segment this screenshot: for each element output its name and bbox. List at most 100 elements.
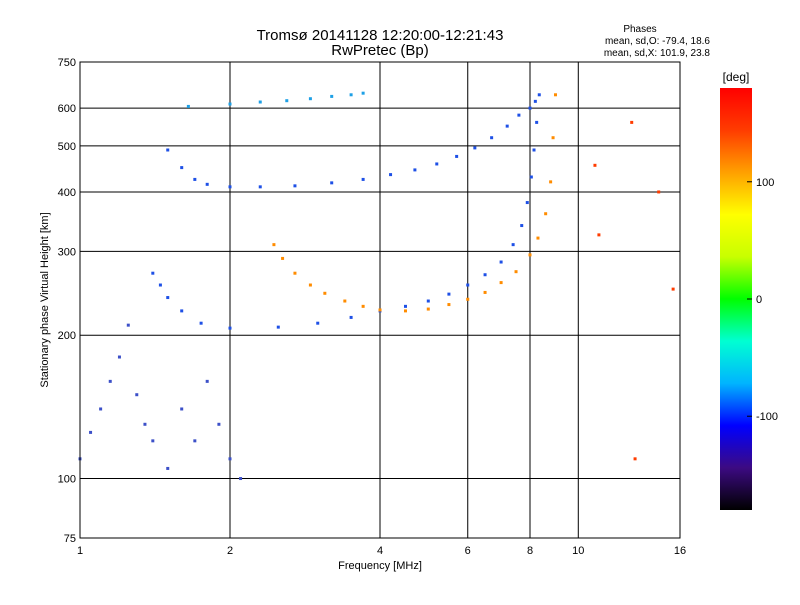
data-point xyxy=(205,182,209,186)
data-point xyxy=(525,201,529,205)
data-point xyxy=(99,407,103,411)
data-point xyxy=(549,180,553,184)
data-point xyxy=(593,163,597,167)
x-axis-label: Frequency [MHz] xyxy=(338,560,422,572)
data-point xyxy=(193,177,197,181)
data-point xyxy=(483,290,487,294)
x-tick-labels: 1 2 4 6 8 10 16 xyxy=(77,545,686,557)
data-point xyxy=(447,292,451,296)
data-point xyxy=(597,233,601,237)
x-tick-label: 6 xyxy=(465,545,471,557)
data-point xyxy=(499,281,503,285)
data-point xyxy=(413,168,417,172)
data-points xyxy=(78,91,675,481)
data-point xyxy=(544,212,548,216)
data-point xyxy=(517,113,521,117)
data-point xyxy=(499,260,503,264)
data-point xyxy=(657,190,661,194)
data-point xyxy=(126,323,130,327)
data-point xyxy=(258,100,262,104)
data-point xyxy=(293,271,297,275)
data-point xyxy=(205,379,209,383)
data-point xyxy=(514,270,518,274)
phase-heading: Phases xyxy=(623,24,656,35)
data-point xyxy=(308,283,312,287)
data-point xyxy=(308,97,312,101)
data-point xyxy=(403,304,407,308)
data-point xyxy=(166,296,170,300)
data-point xyxy=(466,297,470,301)
colorbar-tick-label: -100 xyxy=(756,411,778,423)
x-tick-label: 10 xyxy=(572,545,584,557)
data-point xyxy=(483,273,487,277)
data-point xyxy=(228,185,232,189)
data-point xyxy=(671,287,675,291)
data-point xyxy=(447,303,451,307)
data-point xyxy=(343,299,347,303)
data-point xyxy=(258,185,262,189)
data-point xyxy=(330,181,334,185)
data-point xyxy=(293,184,297,188)
data-point xyxy=(180,309,184,313)
data-point xyxy=(199,321,203,325)
data-point xyxy=(473,146,477,150)
y-tick-label: 200 xyxy=(58,330,76,342)
data-point xyxy=(349,93,353,97)
data-point xyxy=(528,106,532,110)
y-tick-label: 100 xyxy=(58,474,76,486)
data-point xyxy=(285,99,289,103)
y-tick-label: 300 xyxy=(58,246,76,258)
data-point xyxy=(466,283,470,287)
x-tick-label: 4 xyxy=(377,545,383,557)
data-point xyxy=(361,177,365,181)
plot-frame xyxy=(79,61,681,539)
grid xyxy=(79,61,681,539)
data-point xyxy=(151,439,155,443)
data-point xyxy=(330,94,334,98)
data-point xyxy=(630,120,634,124)
data-point xyxy=(281,256,285,260)
data-point xyxy=(272,243,276,247)
data-point xyxy=(239,477,243,481)
data-point xyxy=(349,315,353,319)
data-point xyxy=(108,379,112,383)
y-tick-labels: 75 100 200 300 400 500 600 750 xyxy=(58,57,76,545)
data-point xyxy=(378,308,382,312)
data-point xyxy=(158,283,162,287)
y-tick-label: 400 xyxy=(58,187,76,199)
data-point xyxy=(505,124,509,128)
x-tick-label: 2 xyxy=(227,545,233,557)
x-tick-label: 8 xyxy=(527,545,533,557)
data-point xyxy=(361,304,365,308)
data-point xyxy=(551,136,555,140)
colorbar-tick-label: 100 xyxy=(756,177,774,189)
data-point xyxy=(537,93,541,97)
chart-subtitle: RwPretec (Bp) xyxy=(331,42,429,59)
x-tick-label: 1 xyxy=(77,545,83,557)
data-point xyxy=(426,307,430,311)
data-point xyxy=(535,120,539,124)
data-point xyxy=(361,91,365,95)
data-point xyxy=(426,299,430,303)
data-point xyxy=(228,457,232,461)
data-point xyxy=(166,148,170,152)
data-point xyxy=(166,466,170,470)
colorbar xyxy=(720,88,752,510)
data-point xyxy=(455,154,459,158)
data-point xyxy=(135,393,139,397)
colorbar-ticks: 100 0 -100 xyxy=(747,177,778,423)
y-tick-label: 600 xyxy=(58,103,76,115)
chart-title: Tromsø 20141128 12:20:00-12:21:43 xyxy=(257,27,504,44)
data-point xyxy=(532,148,536,152)
y-tick-label: 500 xyxy=(58,141,76,153)
data-point xyxy=(89,430,93,434)
colorbar-tick-label: 0 xyxy=(756,294,762,306)
phase-o-line: mean, sd,O: -79.4, 18.6 xyxy=(605,36,710,47)
data-point xyxy=(633,457,637,461)
data-point xyxy=(228,102,232,106)
x-tick-label: 16 xyxy=(674,545,686,557)
data-point xyxy=(151,271,155,275)
data-point xyxy=(520,224,524,228)
data-point xyxy=(180,166,184,170)
